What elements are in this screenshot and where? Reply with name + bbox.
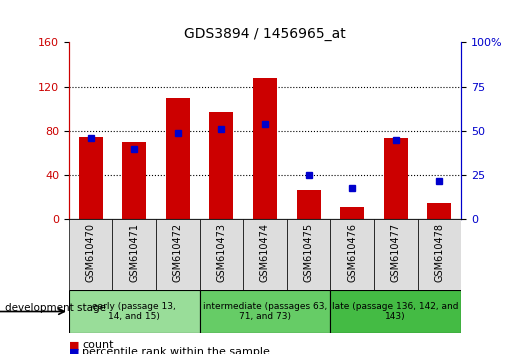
Bar — [79, 137, 103, 219]
Bar — [253, 78, 277, 219]
Bar — [209, 112, 233, 219]
Bar — [340, 207, 364, 219]
Text: percentile rank within the sample: percentile rank within the sample — [82, 347, 270, 354]
Bar — [200, 219, 243, 290]
Text: GSM610470: GSM610470 — [86, 223, 96, 282]
Bar — [156, 219, 200, 290]
Text: ■: ■ — [69, 340, 80, 350]
Bar — [330, 219, 374, 290]
Bar — [112, 219, 156, 290]
Text: GSM610474: GSM610474 — [260, 223, 270, 282]
Bar — [330, 290, 461, 333]
Bar — [418, 219, 461, 290]
Title: GDS3894 / 1456965_at: GDS3894 / 1456965_at — [184, 28, 346, 41]
Text: count: count — [82, 340, 113, 350]
Bar — [69, 290, 200, 333]
Text: early (passage 13,
14, and 15): early (passage 13, 14, and 15) — [92, 302, 176, 321]
Text: GSM610473: GSM610473 — [216, 223, 226, 282]
Text: intermediate (passages 63,
71, and 73): intermediate (passages 63, 71, and 73) — [203, 302, 327, 321]
Bar — [297, 190, 321, 219]
Text: late (passage 136, 142, and
143): late (passage 136, 142, and 143) — [332, 302, 459, 321]
Text: GSM610477: GSM610477 — [391, 223, 401, 282]
Text: GSM610471: GSM610471 — [129, 223, 139, 282]
Bar — [122, 142, 146, 219]
Text: GSM610475: GSM610475 — [304, 223, 314, 282]
Bar — [384, 138, 408, 219]
Text: development stage: development stage — [5, 303, 107, 313]
Text: GSM610472: GSM610472 — [173, 223, 183, 282]
Bar — [374, 219, 418, 290]
Text: ■: ■ — [69, 347, 80, 354]
Bar — [69, 219, 112, 290]
Text: GSM610478: GSM610478 — [434, 223, 444, 282]
Text: GSM610476: GSM610476 — [347, 223, 357, 282]
Bar — [200, 290, 330, 333]
Bar — [243, 219, 287, 290]
Bar — [166, 98, 190, 219]
Bar — [287, 219, 330, 290]
Bar — [427, 203, 452, 219]
